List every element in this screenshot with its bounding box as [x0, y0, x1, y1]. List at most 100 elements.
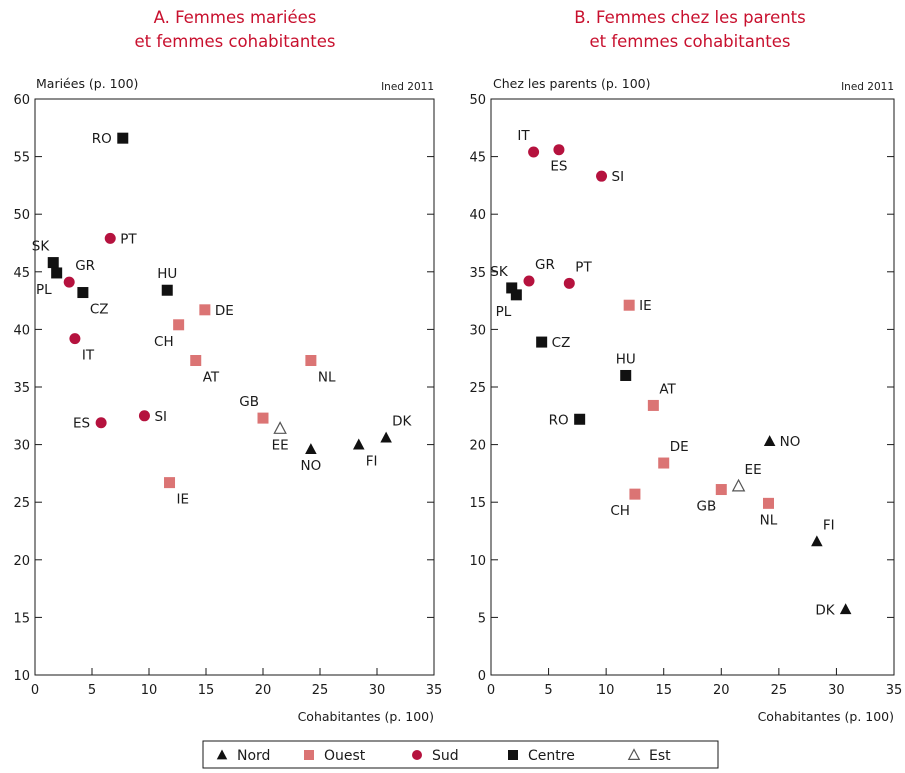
point-label: SK — [32, 239, 51, 255]
point-marker-ch — [629, 488, 641, 500]
point-label: DE — [670, 439, 689, 455]
point-marker-cz — [536, 336, 548, 348]
y-tick-label: 20 — [469, 439, 486, 454]
point-marker-at — [190, 355, 202, 367]
point-label: NL — [318, 370, 336, 386]
data-point-si: SI — [138, 409, 167, 425]
data-point-cz: CZ — [77, 287, 109, 318]
panel-b-title-line1: B. Femmes chez les parents — [574, 8, 806, 27]
panel-a-frame — [34, 98, 435, 676]
point-marker-es — [553, 144, 565, 156]
data-point-pt: PT — [563, 259, 592, 289]
legend-marker-sud — [412, 750, 422, 760]
panel-b-xlabel: Cohabitantes (p. 100) — [758, 709, 894, 724]
x-tick-label: 20 — [713, 683, 730, 698]
point-marker-gr — [523, 275, 535, 287]
data-point-fi: FI — [811, 517, 835, 547]
point-label: CH — [610, 503, 630, 519]
x-tick-label: 30 — [369, 683, 386, 698]
data-point-hu: HU — [157, 266, 177, 296]
y-tick-label: 40 — [469, 208, 486, 223]
point-label: NL — [760, 512, 778, 528]
point-label: GB — [239, 394, 259, 410]
legend-box — [202, 740, 719, 769]
panel-b-title-line2: et femmes cohabitantes — [589, 32, 790, 51]
panel-a-ticks: 0 5 10 15 20 25 30 35 10 15 20 25 30 35 40 45 50 55 60 — [13, 93, 442, 698]
point-label: ES — [73, 416, 90, 432]
point-marker-no — [305, 443, 317, 455]
data-point-sk: SK — [32, 239, 59, 269]
point-marker-it — [528, 146, 540, 158]
point-marker-si — [596, 170, 608, 182]
y-tick-label: 45 — [13, 266, 30, 281]
y-tick-label: 0 — [478, 669, 486, 684]
point-label: GB — [697, 499, 717, 515]
point-marker-ro — [574, 413, 586, 425]
x-tick-label: 15 — [655, 683, 672, 698]
point-marker-pt — [563, 277, 575, 289]
point-marker-ee — [731, 478, 746, 492]
panel-a-title-line1: A. Femmes mariées — [154, 8, 317, 27]
y-tick-label: 60 — [13, 93, 30, 108]
x-tick-label: 0 — [487, 683, 495, 698]
legend-marker-est — [627, 748, 641, 761]
point-label: SK — [490, 264, 509, 280]
point-label: NO — [780, 434, 801, 450]
panel-a-ylabel: Mariées (p. 100) — [36, 76, 138, 91]
y-tick-label: 55 — [13, 151, 30, 166]
legend-label: Est — [649, 748, 671, 764]
x-tick-label: 0 — [31, 683, 39, 698]
data-point-hu: HU — [616, 351, 636, 381]
panel-b-credit: Ined 2011 — [841, 81, 894, 93]
point-marker-ie — [623, 299, 635, 311]
point-marker-fi — [352, 438, 365, 450]
data-point-dk: DK — [380, 414, 413, 443]
x-tick-label: 25 — [771, 683, 788, 698]
panel-a-xlabel: Cohabitantes (p. 100) — [298, 709, 434, 724]
data-point-ee: EE — [731, 462, 762, 492]
point-marker-gr — [63, 276, 75, 288]
data-point-gr: GR — [523, 257, 555, 287]
y-tick-label: 10 — [469, 554, 486, 569]
data-point-ch: CH — [610, 488, 641, 519]
y-tick-label: 10 — [13, 669, 30, 684]
point-marker-gb — [715, 484, 727, 496]
data-point-gr: GR — [63, 258, 95, 288]
x-tick-label: 35 — [426, 683, 443, 698]
x-tick-label: 10 — [598, 683, 615, 698]
y-tick-label: 45 — [469, 151, 486, 166]
data-point-ch: CH — [154, 319, 185, 350]
legend-marker-ouest — [304, 750, 314, 760]
y-tick-label: 50 — [469, 93, 486, 108]
y-tick-label: 35 — [469, 266, 486, 281]
point-label: PT — [575, 259, 592, 275]
point-marker-fi — [811, 535, 823, 547]
point-marker-sk — [47, 257, 59, 269]
legend-label: Ouest — [324, 748, 366, 764]
data-point-at: AT — [190, 355, 220, 386]
y-tick-label: 50 — [13, 208, 30, 223]
point-label: CZ — [90, 302, 109, 318]
point-marker-ee — [273, 421, 287, 434]
panel-a-title-line2: et femmes cohabitantes — [134, 32, 335, 51]
panel-b-chart: B. Femmes chez les parents et femmes coh… — [469, 8, 902, 724]
legend-item-nord: Nord — [216, 748, 270, 764]
data-point-es: ES — [550, 144, 567, 175]
legend-item-sud: Sud — [412, 748, 459, 764]
panel-b-frame — [490, 98, 895, 676]
x-tick-label: 35 — [886, 683, 903, 698]
legend-label: Centre — [528, 748, 575, 764]
data-point-pl: PL — [496, 289, 522, 320]
panel-b-ticks: 0 5 10 15 20 25 30 35 0 5 10 15 20 25 30 35 40 45 50 — [469, 93, 902, 698]
data-point-it: IT — [69, 333, 95, 364]
point-label: EE — [745, 462, 762, 478]
point-label: AT — [203, 370, 220, 386]
point-label: AT — [659, 381, 676, 397]
point-marker-ch — [173, 319, 185, 331]
data-point-gb: GB — [697, 484, 727, 515]
point-marker-it — [69, 333, 81, 345]
data-point-dk: DK — [815, 602, 852, 618]
point-label: PL — [496, 304, 512, 320]
point-marker-gb — [257, 412, 269, 424]
